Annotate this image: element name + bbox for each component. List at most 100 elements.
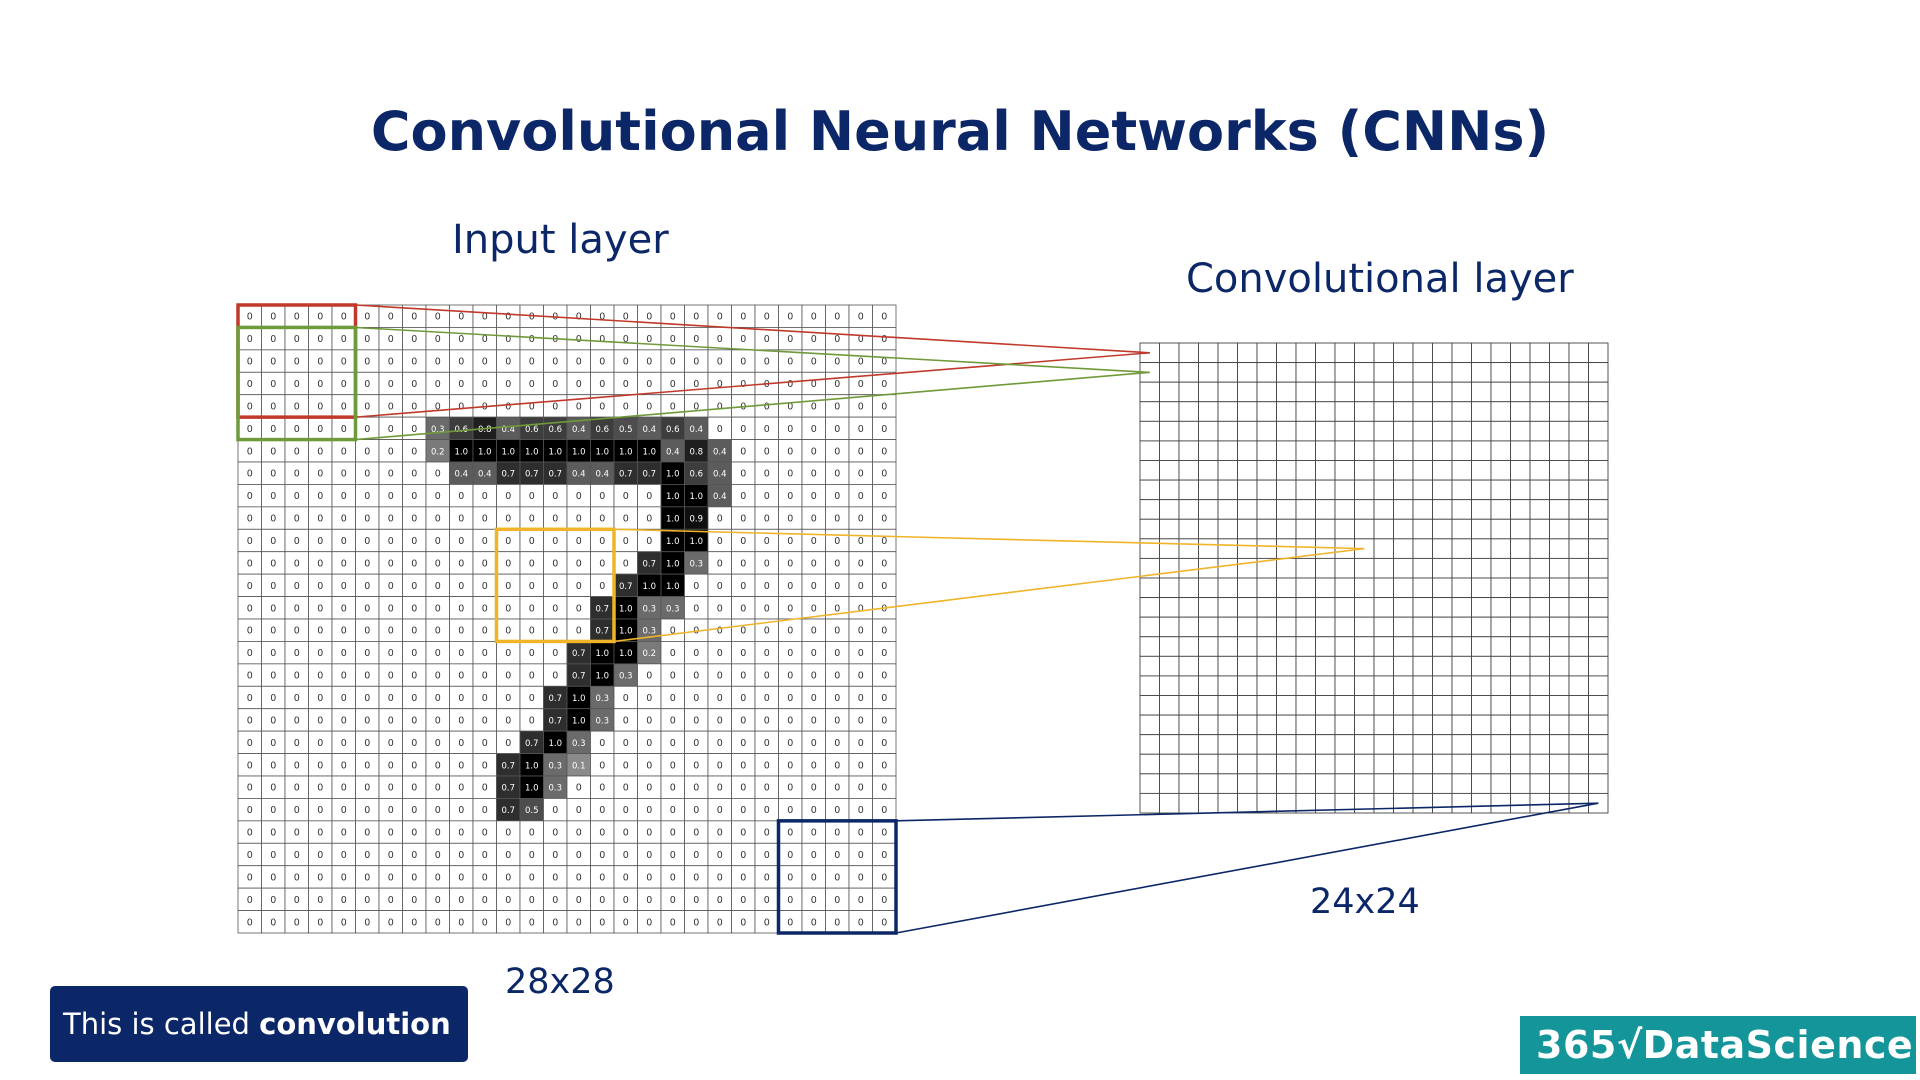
conv-cell bbox=[1373, 753, 1394, 775]
input-cell-value: 0 bbox=[717, 760, 723, 771]
conv-cell bbox=[1549, 460, 1570, 481]
input-cell-value: 0 bbox=[294, 469, 300, 480]
input-cell-value: 0 bbox=[693, 401, 699, 412]
conv-cell bbox=[1373, 479, 1394, 501]
input-cell-value: 0 bbox=[623, 917, 629, 928]
input-cell-value: 0.4 bbox=[713, 447, 727, 457]
input-cell-value: 0 bbox=[341, 446, 347, 457]
input-cell-value: 0 bbox=[811, 558, 817, 569]
input-cell-value: 0.7 bbox=[619, 470, 633, 480]
input-cell-value: 0 bbox=[529, 693, 535, 704]
conv-cell bbox=[1373, 675, 1394, 696]
conv-cell bbox=[1373, 616, 1394, 638]
input-cell-value: 0 bbox=[599, 760, 605, 771]
input-cell-value: 0 bbox=[529, 312, 535, 323]
conv-cell bbox=[1373, 401, 1394, 422]
conv-cell bbox=[1432, 675, 1453, 696]
conv-cell bbox=[1432, 401, 1453, 422]
conv-cell bbox=[1490, 734, 1511, 755]
input-cell-value: 0 bbox=[270, 312, 276, 323]
conv-cell bbox=[1178, 616, 1199, 638]
convolution-callout: This is called convolution bbox=[50, 986, 468, 1062]
conv-cell bbox=[1159, 401, 1180, 422]
conv-cell bbox=[1490, 773, 1511, 794]
input-cell-value: 0 bbox=[458, 760, 464, 771]
conv-cell bbox=[1276, 636, 1297, 657]
input-cell-value: 0 bbox=[834, 648, 840, 659]
conv-cell bbox=[1178, 420, 1199, 442]
input-cell-value: 0 bbox=[270, 760, 276, 771]
conv-cell bbox=[1393, 479, 1414, 501]
input-cell-value: 0 bbox=[552, 581, 558, 592]
conv-cell bbox=[1471, 636, 1492, 657]
conv-cell bbox=[1471, 714, 1492, 736]
conv-cell bbox=[1373, 460, 1394, 481]
conv-cell bbox=[1529, 695, 1550, 716]
conv-cell bbox=[1393, 401, 1414, 422]
conv-cell bbox=[1432, 616, 1453, 638]
input-cell-value: 1.0 bbox=[572, 447, 586, 457]
input-cell-value: 0 bbox=[505, 334, 511, 345]
input-cell-value: 0 bbox=[740, 558, 746, 569]
conv-cell bbox=[1139, 655, 1160, 677]
input-cell-value: 0 bbox=[764, 805, 770, 816]
input-cell-value: 0 bbox=[247, 828, 253, 839]
input-cell-value: 0 bbox=[364, 312, 370, 323]
input-cell-value: 0 bbox=[458, 917, 464, 928]
input-cell-value: 0.4 bbox=[501, 425, 515, 435]
input-cell-value: 0 bbox=[411, 334, 417, 345]
input-cell-value: 0 bbox=[435, 805, 441, 816]
input-cell-value: 0 bbox=[646, 805, 652, 816]
input-cell-value: 0 bbox=[740, 693, 746, 704]
input-cell-value: 0 bbox=[811, 581, 817, 592]
input-cell-value: 0 bbox=[599, 401, 605, 412]
input-cell-value: 0 bbox=[858, 760, 864, 771]
conv-cell bbox=[1471, 792, 1492, 814]
conv-cell bbox=[1529, 577, 1550, 599]
conv-cell bbox=[1139, 734, 1160, 755]
input-cell-value: 0 bbox=[764, 760, 770, 771]
conv-cell bbox=[1412, 695, 1433, 716]
input-cell-value: 0 bbox=[247, 379, 253, 390]
conv-cell bbox=[1510, 636, 1531, 657]
input-cell-value: 0 bbox=[270, 491, 276, 502]
input-cell-value: 0 bbox=[247, 603, 253, 614]
input-cell-value: 0 bbox=[834, 379, 840, 390]
input-cell-value: 0 bbox=[834, 738, 840, 749]
input-cell-value: 0 bbox=[270, 603, 276, 614]
conv-cell bbox=[1315, 753, 1336, 775]
conv-cell bbox=[1139, 381, 1160, 403]
input-cell-value: 0 bbox=[435, 401, 441, 412]
input-cell-value: 0 bbox=[388, 648, 394, 659]
conv-cell bbox=[1568, 342, 1589, 364]
input-cell-value: 0 bbox=[740, 581, 746, 592]
input-cell-value: 0 bbox=[787, 805, 793, 816]
input-cell-value: 0 bbox=[764, 424, 770, 435]
input-cell-value: 0 bbox=[364, 581, 370, 592]
input-cell-value: 0 bbox=[505, 379, 511, 390]
input-cell-value: 0 bbox=[811, 379, 817, 390]
conv-cell bbox=[1315, 773, 1336, 794]
input-cell-value: 0 bbox=[858, 581, 864, 592]
input-cell-value: 0 bbox=[388, 312, 394, 323]
input-cell-value: 0 bbox=[646, 671, 652, 682]
conv-cell bbox=[1334, 440, 1355, 461]
input-cell-value: 0 bbox=[740, 783, 746, 794]
connector-line-green bbox=[355, 371, 1150, 441]
input-cell-value: 0 bbox=[858, 424, 864, 435]
input-cell-value: 0 bbox=[811, 334, 817, 345]
input-cell-value: 0 bbox=[411, 536, 417, 547]
input-cell-value: 0 bbox=[341, 424, 347, 435]
input-cell-value: 0 bbox=[364, 536, 370, 547]
input-cell-value: 0 bbox=[317, 738, 323, 749]
conv-cell bbox=[1412, 577, 1433, 599]
input-cell-value: 0 bbox=[834, 424, 840, 435]
conv-cell bbox=[1510, 792, 1531, 814]
input-cell-value: 0 bbox=[529, 828, 535, 839]
conv-cell bbox=[1393, 381, 1414, 403]
input-cell-value: 0 bbox=[552, 895, 558, 906]
input-cell-value: 0 bbox=[881, 357, 887, 368]
input-cell-value: 0 bbox=[599, 738, 605, 749]
conv-cell bbox=[1256, 362, 1277, 383]
conv-cell bbox=[1256, 773, 1277, 794]
